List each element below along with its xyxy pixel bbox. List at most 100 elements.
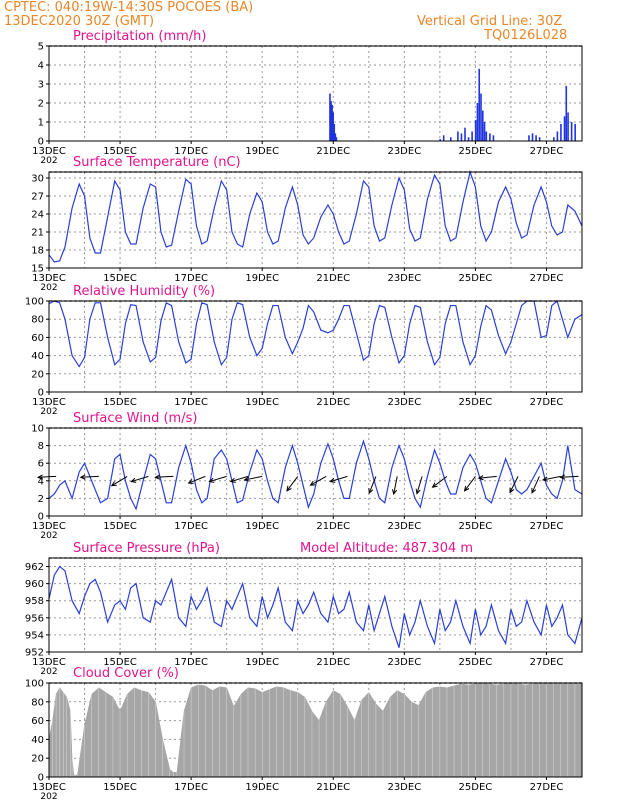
pressure-xtick-label: 17DEC <box>174 657 208 668</box>
cloud-ytick-label: 80 <box>31 697 44 708</box>
cloud-xtick-label: 13DEC <box>32 782 66 793</box>
rh-ytick-label: 40 <box>31 351 44 362</box>
pressure-xtick-label: 23DEC <box>387 657 421 668</box>
precip-bar <box>560 123 562 141</box>
temp-xtick-sublabel: 202 <box>40 283 57 293</box>
wind-series-line <box>48 439 583 511</box>
rh-ytick-label: 100 <box>25 297 44 308</box>
precip-bar <box>481 110 484 141</box>
temp-xtick-label: 23DEC <box>387 273 421 284</box>
wind-arrow <box>230 475 249 483</box>
rh-ytick-label: 80 <box>31 315 44 326</box>
precip-panel: 0 1 2 3 4 5 13DEC 15DEC 17DEC 19DEC 21DEC 23DEC 25DE… <box>32 29 583 166</box>
temp-xtick-label: 19DEC <box>245 273 279 284</box>
wind-arrow <box>432 475 448 488</box>
precip-bar <box>563 116 566 141</box>
pressure-xtick-label: 19DEC <box>245 657 279 668</box>
temp-xtick-label: 21DEC <box>316 273 350 284</box>
wind-arrowhead <box>415 488 421 495</box>
cloud-xtick-label: 27DEC <box>530 782 564 793</box>
wind-arrowhead <box>368 488 374 495</box>
wind-arrowhead <box>36 474 43 480</box>
rh-ytick-label: 60 <box>31 333 44 344</box>
precip-bar <box>330 101 332 141</box>
wind-arrowhead <box>531 487 537 494</box>
temp-frame <box>48 171 583 269</box>
temp-xtick-label: 17DEC <box>174 273 208 284</box>
pressure-ytick-label: 958 <box>25 596 44 607</box>
wind-arrowhead <box>130 477 137 483</box>
wind-arrow <box>209 475 227 483</box>
precip-bar <box>565 85 568 141</box>
precip-ytick-label: 0 <box>38 137 44 148</box>
precip-bar <box>476 103 479 141</box>
wind-ytick-label: 10 <box>31 424 44 435</box>
cloud-xtick-label: 21DEC <box>316 782 350 793</box>
wind-arrowhead <box>154 474 161 480</box>
precip-bar <box>531 133 534 141</box>
wind-arrowhead <box>229 477 236 483</box>
wind-arrowhead <box>559 474 566 480</box>
precip-bar <box>574 123 576 141</box>
pressure-title: Surface Pressure (hPa) <box>73 541 220 556</box>
wind-arrowhead <box>309 480 316 486</box>
precip-bar <box>570 122 573 141</box>
precip-ytick-label: 2 <box>38 99 44 110</box>
pressure-ytick-label: 956 <box>25 613 44 624</box>
precip-xtick-sublabel: 202 <box>40 156 57 166</box>
precip-xtick-label: 19DEC <box>245 146 279 157</box>
rh-xtick-sublabel: 202 <box>40 407 57 417</box>
temp-ytick-label: 24 <box>31 210 44 221</box>
wind-arrow <box>188 475 206 484</box>
wind-xtick-label: 27DEC <box>530 521 564 532</box>
wind-arrowhead <box>391 489 398 496</box>
precip-xtick-label: 13DEC <box>32 146 66 157</box>
precip-ytick-label: 4 <box>38 61 44 72</box>
wind-arrow <box>310 475 327 486</box>
wind-ytick-label: 8 <box>38 441 44 452</box>
rh-panel: 0 20 40 60 80 100 13DEC 15DEC 17DEC 19DEC 21DEC 23D… <box>25 284 583 417</box>
pressure-xtick-label: 27DEC <box>530 657 564 668</box>
precip-bar <box>471 131 473 141</box>
precip-bar <box>538 137 541 141</box>
rh-xtick-label: 17DEC <box>174 397 208 408</box>
precip-ytick-label: 5 <box>38 42 44 53</box>
rh-xtick-label: 19DEC <box>245 397 279 408</box>
precip-bar <box>553 137 555 141</box>
wind-arrow <box>286 476 299 492</box>
wind-arrowhead <box>243 476 250 482</box>
wind-arrow <box>80 475 99 478</box>
wind-arrow <box>542 475 561 481</box>
wind-xtick-label: 19DEC <box>245 521 279 532</box>
precip-bar <box>567 112 569 141</box>
cloud-xtick-label: 23DEC <box>387 782 421 793</box>
pressure-xtick-label: 15DEC <box>103 657 137 668</box>
wind-xtick-label: 15DEC <box>103 521 137 532</box>
precip-xtick-label: 15DEC <box>103 146 137 157</box>
rh-ytick-label: 0 <box>38 388 44 399</box>
pressure-xtick-label: 25DEC <box>459 657 493 668</box>
precip-bar <box>460 133 463 141</box>
pressure-ytick-label: 960 <box>25 579 44 590</box>
precip-bar <box>489 133 491 141</box>
precip-bar <box>449 137 452 141</box>
rh-xtick-label: 15DEC <box>103 397 137 408</box>
precip-bar <box>457 131 459 141</box>
precip-xtick-label: 27DEC <box>530 146 564 157</box>
wind-arrowhead <box>541 476 548 482</box>
wind-arrowhead <box>110 481 117 487</box>
station-title: CPTEC: 040:19W-14:30S POCOES (BA) <box>4 0 254 15</box>
cloud-ytick-label: 40 <box>31 735 44 746</box>
temp-xtick-label: 25DEC <box>459 273 493 284</box>
wind-arrow <box>155 475 174 478</box>
wind-arrowhead <box>79 474 86 480</box>
temp-panel: 15 18 21 24 27 30 13DEC 15DEC 17DEC 19DEC 21DEC 23D… <box>31 155 583 293</box>
pressure-ytick-label: 962 <box>25 562 44 573</box>
wind-arrow <box>368 476 377 494</box>
wind-arrowhead <box>329 477 336 483</box>
grid-line-note: Vertical Grid Line: 30Z <box>417 14 563 29</box>
precip-ytick-label: 1 <box>38 118 44 129</box>
cloud-xtick-label: 19DEC <box>245 782 279 793</box>
wind-ytick-label: 0 <box>38 512 44 523</box>
precip-bar <box>439 139 441 141</box>
